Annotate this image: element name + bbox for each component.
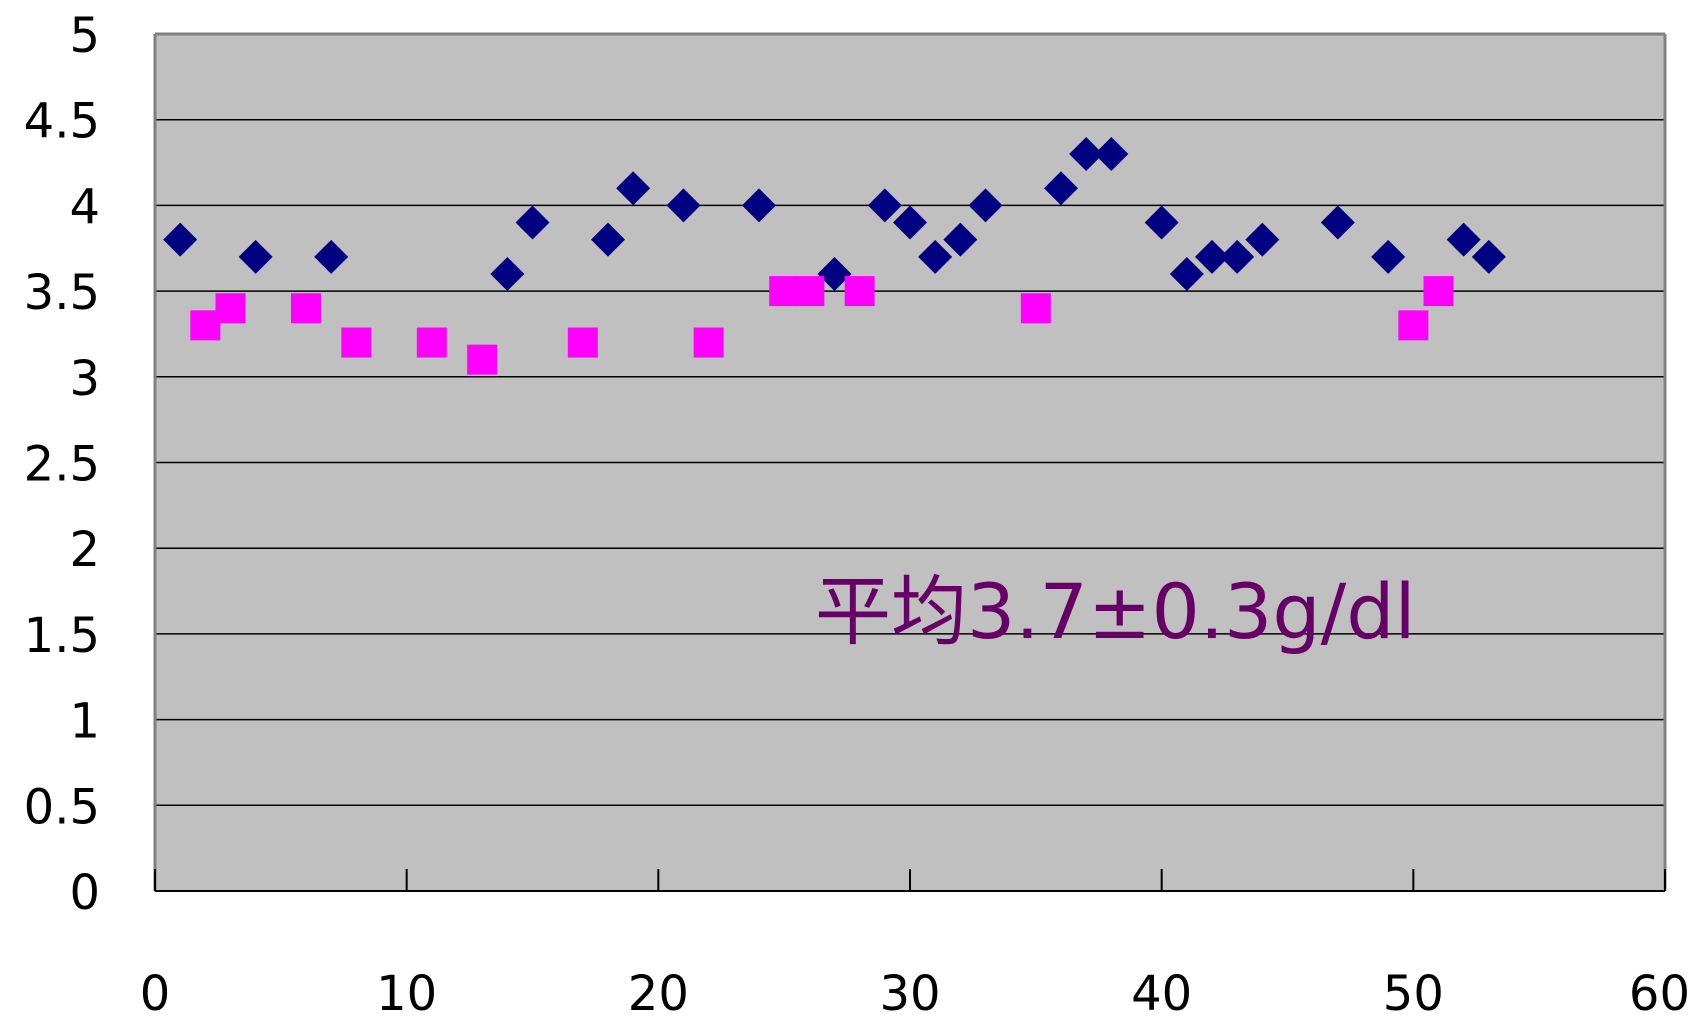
diamond-point (1144, 205, 1179, 240)
y-tick-label-2: 2 (69, 522, 100, 578)
diamond-point (1069, 136, 1104, 171)
diamond-point (867, 188, 902, 223)
x-tick-label-40: 40 (1131, 966, 1192, 1019)
y-tick-label-1.5: 1.5 (24, 608, 100, 664)
x-tick-label-30: 30 (879, 966, 940, 1019)
square-point (215, 293, 246, 324)
diamond-point (1094, 136, 1129, 171)
data-series (163, 136, 1506, 375)
x-tick-label-20: 20 (628, 966, 689, 1019)
square-point (567, 327, 598, 358)
diamond-point (490, 256, 525, 291)
diamond-point (1169, 256, 1204, 291)
diamond-point (1245, 222, 1280, 257)
diamond-point (163, 222, 198, 257)
square-point (693, 327, 724, 358)
square-point (190, 310, 221, 341)
square-point (844, 276, 875, 307)
diamond-point (616, 171, 651, 206)
diamond-point (918, 239, 953, 274)
x-tick-label-50: 50 (1383, 966, 1444, 1019)
diamond-point (238, 239, 273, 274)
square-point (291, 293, 321, 324)
series-2-square-points (190, 276, 1454, 375)
x-tick-label-60: 60 (1629, 966, 1690, 1019)
x-tick-label-10: 10 (376, 966, 437, 1019)
diamond-point (1320, 205, 1355, 240)
y-tick-label-3.5: 3.5 (24, 265, 100, 321)
diamond-point (1471, 239, 1506, 274)
diamond-point (1220, 239, 1255, 274)
diamond-point (591, 222, 625, 257)
y-tick-label-0.5: 0.5 (24, 779, 100, 835)
square-point (341, 327, 372, 358)
diamond-point (1446, 222, 1481, 257)
square-point (769, 276, 800, 307)
square-point (794, 276, 825, 307)
y-tick-label-4: 4 (69, 179, 100, 235)
y-tick-label-1: 1 (69, 694, 100, 750)
series-1-diamond-points (163, 136, 1506, 291)
diamond-point (1371, 239, 1406, 274)
diamond-point (968, 188, 1003, 223)
y-tick-label-0: 0 (69, 865, 100, 921)
diamond-point (1044, 171, 1078, 206)
diamond-point (314, 239, 349, 274)
y-tick-label-4.5: 4.5 (24, 94, 100, 150)
diamond-point (515, 205, 550, 240)
square-point (1398, 310, 1429, 341)
square-point (1423, 276, 1454, 307)
y-tick-label-5: 5 (69, 8, 100, 64)
diamond-point (1195, 239, 1229, 274)
mean-annotation: 平均3.7±0.3g/dl (815, 567, 1416, 656)
diamond-point (893, 205, 927, 240)
x-tick-label-0: 0 (140, 966, 171, 1019)
square-point (1020, 293, 1051, 324)
y-tick-labels: 0 0.5 1 1.5 2 2.5 3 3.5 4 4.5 5 (24, 8, 100, 921)
diamond-point (742, 188, 776, 223)
x-tick-labels: 0 10 20 30 40 50 60 (140, 966, 1690, 1019)
diamond-point (943, 222, 978, 257)
square-point (467, 344, 498, 375)
square-point (416, 327, 447, 358)
y-tick-label-3: 3 (69, 351, 100, 407)
y-tick-label-2.5: 2.5 (24, 437, 100, 493)
diamond-point (666, 188, 701, 223)
diamond-point (817, 256, 852, 291)
axes (153, 32, 1667, 892)
